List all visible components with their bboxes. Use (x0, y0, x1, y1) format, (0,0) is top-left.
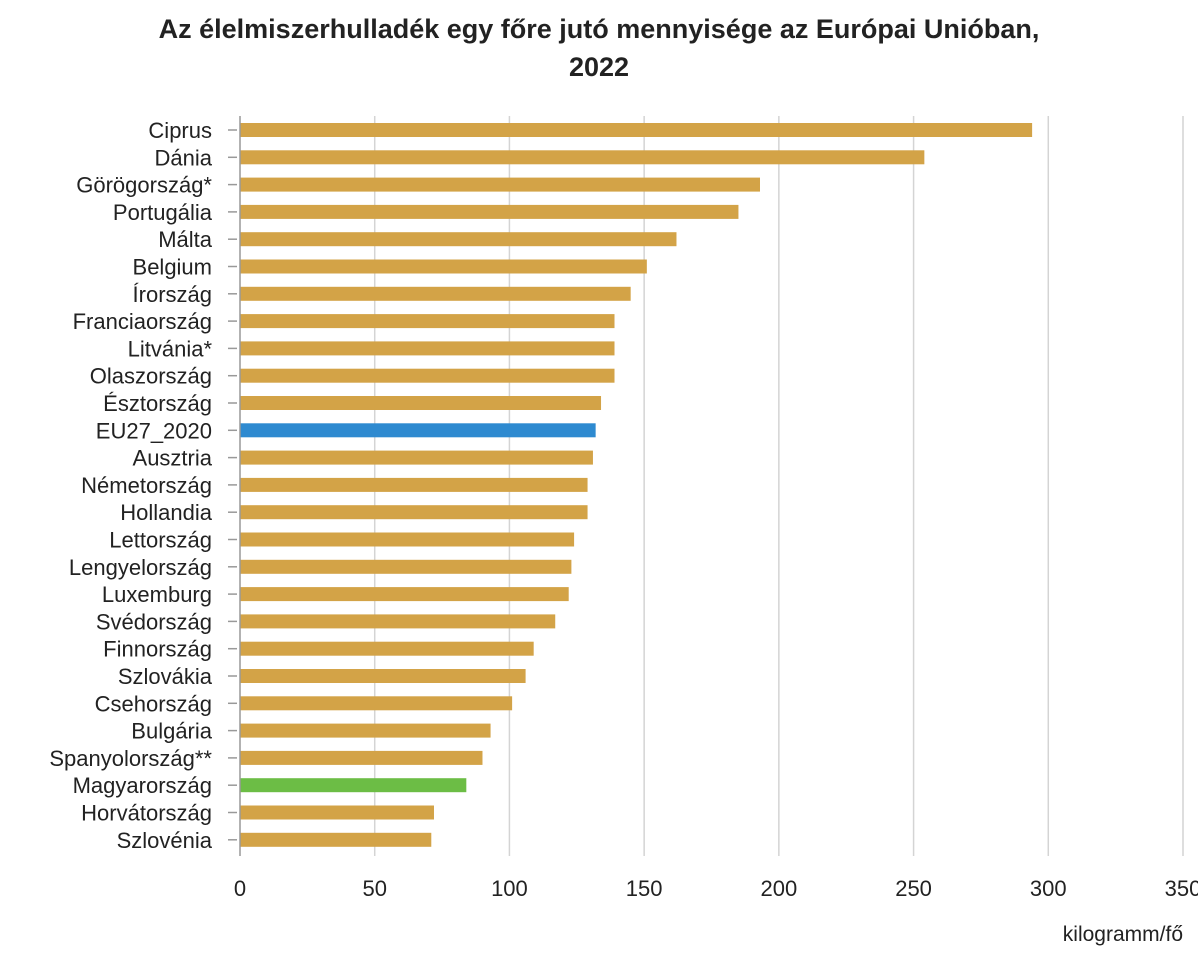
category-label-hollandia: Hollandia (120, 500, 212, 525)
category-label-lengyelorsz-g: Lengyelország (69, 555, 212, 580)
bar-litv-nia (240, 341, 615, 356)
bar-horv-torsz-g (240, 805, 434, 820)
x-tick-label-150: 150 (626, 876, 663, 901)
bar-olaszorsz-g (240, 368, 615, 383)
category-label-finnorsz-g: Finnország (103, 637, 212, 662)
x-tick-label-350: 350 (1165, 876, 1198, 901)
bar-d-nia (240, 150, 925, 165)
bar-luxemburg (240, 587, 569, 602)
bars (240, 123, 1033, 847)
bar-sv-dorsz-g (240, 614, 556, 629)
bar-franciaorsz-g (240, 314, 615, 329)
category-label-olaszorsz-g: Olaszország (90, 364, 212, 389)
bar-lengyelorsz-g (240, 559, 572, 574)
bar-hollandia (240, 505, 588, 520)
bar-portug-lia (240, 204, 739, 219)
category-label-d-nia: Dánia (155, 145, 213, 170)
category-label-szlov-nia: Szlovénia (117, 828, 213, 853)
category-label-bulg-ria: Bulgária (131, 719, 212, 744)
chart-title: Az élelmiszerhulladék egy főre jutó menn… (0, 10, 1198, 86)
x-axis-ticks: 0 50 100 150 200 250 300 350 (234, 876, 1198, 901)
bar--sztorsz-g (240, 396, 602, 410)
bar-belgium (240, 259, 647, 274)
category-label-lettorsz-g: Lettország (109, 528, 212, 553)
category-label-n-metorsz-g: Németország (81, 473, 212, 498)
bar-szlov-kia (240, 669, 526, 683)
bar-g-r-gorsz-g (240, 177, 760, 192)
category-label-szlov-kia: Szlovákia (118, 664, 213, 689)
bar-spanyolorsz-g (240, 750, 483, 765)
category-label-horv-torsz-g: Horvátország (81, 801, 212, 826)
x-tick-label-100: 100 (491, 876, 528, 901)
x-tick-label-300: 300 (1030, 876, 1067, 901)
chart-title-line-2: 2022 (568, 52, 630, 82)
category-label-portug-lia: Portugália (113, 200, 213, 225)
bar-finnorsz-g (240, 641, 534, 656)
bar-m-lta (240, 232, 677, 247)
bar-eu27-2020 (240, 423, 596, 438)
category-label-ausztria: Ausztria (133, 446, 213, 471)
category-label-g-r-gorsz-g: Görögország* (76, 173, 212, 198)
category-label-luxemburg: Luxemburg (102, 582, 212, 607)
category-label-m-lta: Málta (158, 227, 213, 252)
category-label-csehorsz-g: Csehország (95, 691, 212, 716)
bar-lettorsz-g (240, 532, 575, 547)
category-label-litv-nia: Litvánia* (128, 336, 213, 361)
category-label-sv-dorsz-g: Svédország (96, 609, 212, 634)
bar-magyarorsz-g (240, 778, 467, 793)
bar-szlov-nia (240, 832, 432, 847)
category-label-belgium: Belgium (133, 255, 212, 280)
bar-n-metorsz-g (240, 477, 588, 492)
x-tick-label-50: 50 (362, 876, 386, 901)
bar--rorsz-g (240, 286, 631, 301)
category-label-magyarorsz-g: Magyarország (73, 773, 212, 798)
x-tick-label-250: 250 (895, 876, 932, 901)
category-label-franciaorsz-g: Franciaország (73, 309, 212, 334)
category-label--rorsz-g: Írország (133, 282, 212, 307)
category-label-eu27-2020: EU27_2020 (96, 418, 212, 443)
category-label-ciprus: Ciprus (148, 118, 212, 143)
chart-title-line-1: Az élelmiszerhulladék egy főre jutó menn… (158, 14, 1040, 44)
x-axis-unit-label: kilogramm/fő (1063, 923, 1183, 946)
bar-csehorsz-g (240, 696, 513, 711)
x-tick-label-200: 200 (760, 876, 797, 901)
category-label-spanyolorsz-g: Spanyolország** (49, 746, 212, 771)
bar-ausztria (240, 450, 593, 465)
x-tick-label-0: 0 (234, 876, 246, 901)
category-label--sztorsz-g: Észtország (103, 391, 212, 416)
bar-ciprus (240, 123, 1033, 137)
bar-bulg-ria (240, 723, 491, 738)
